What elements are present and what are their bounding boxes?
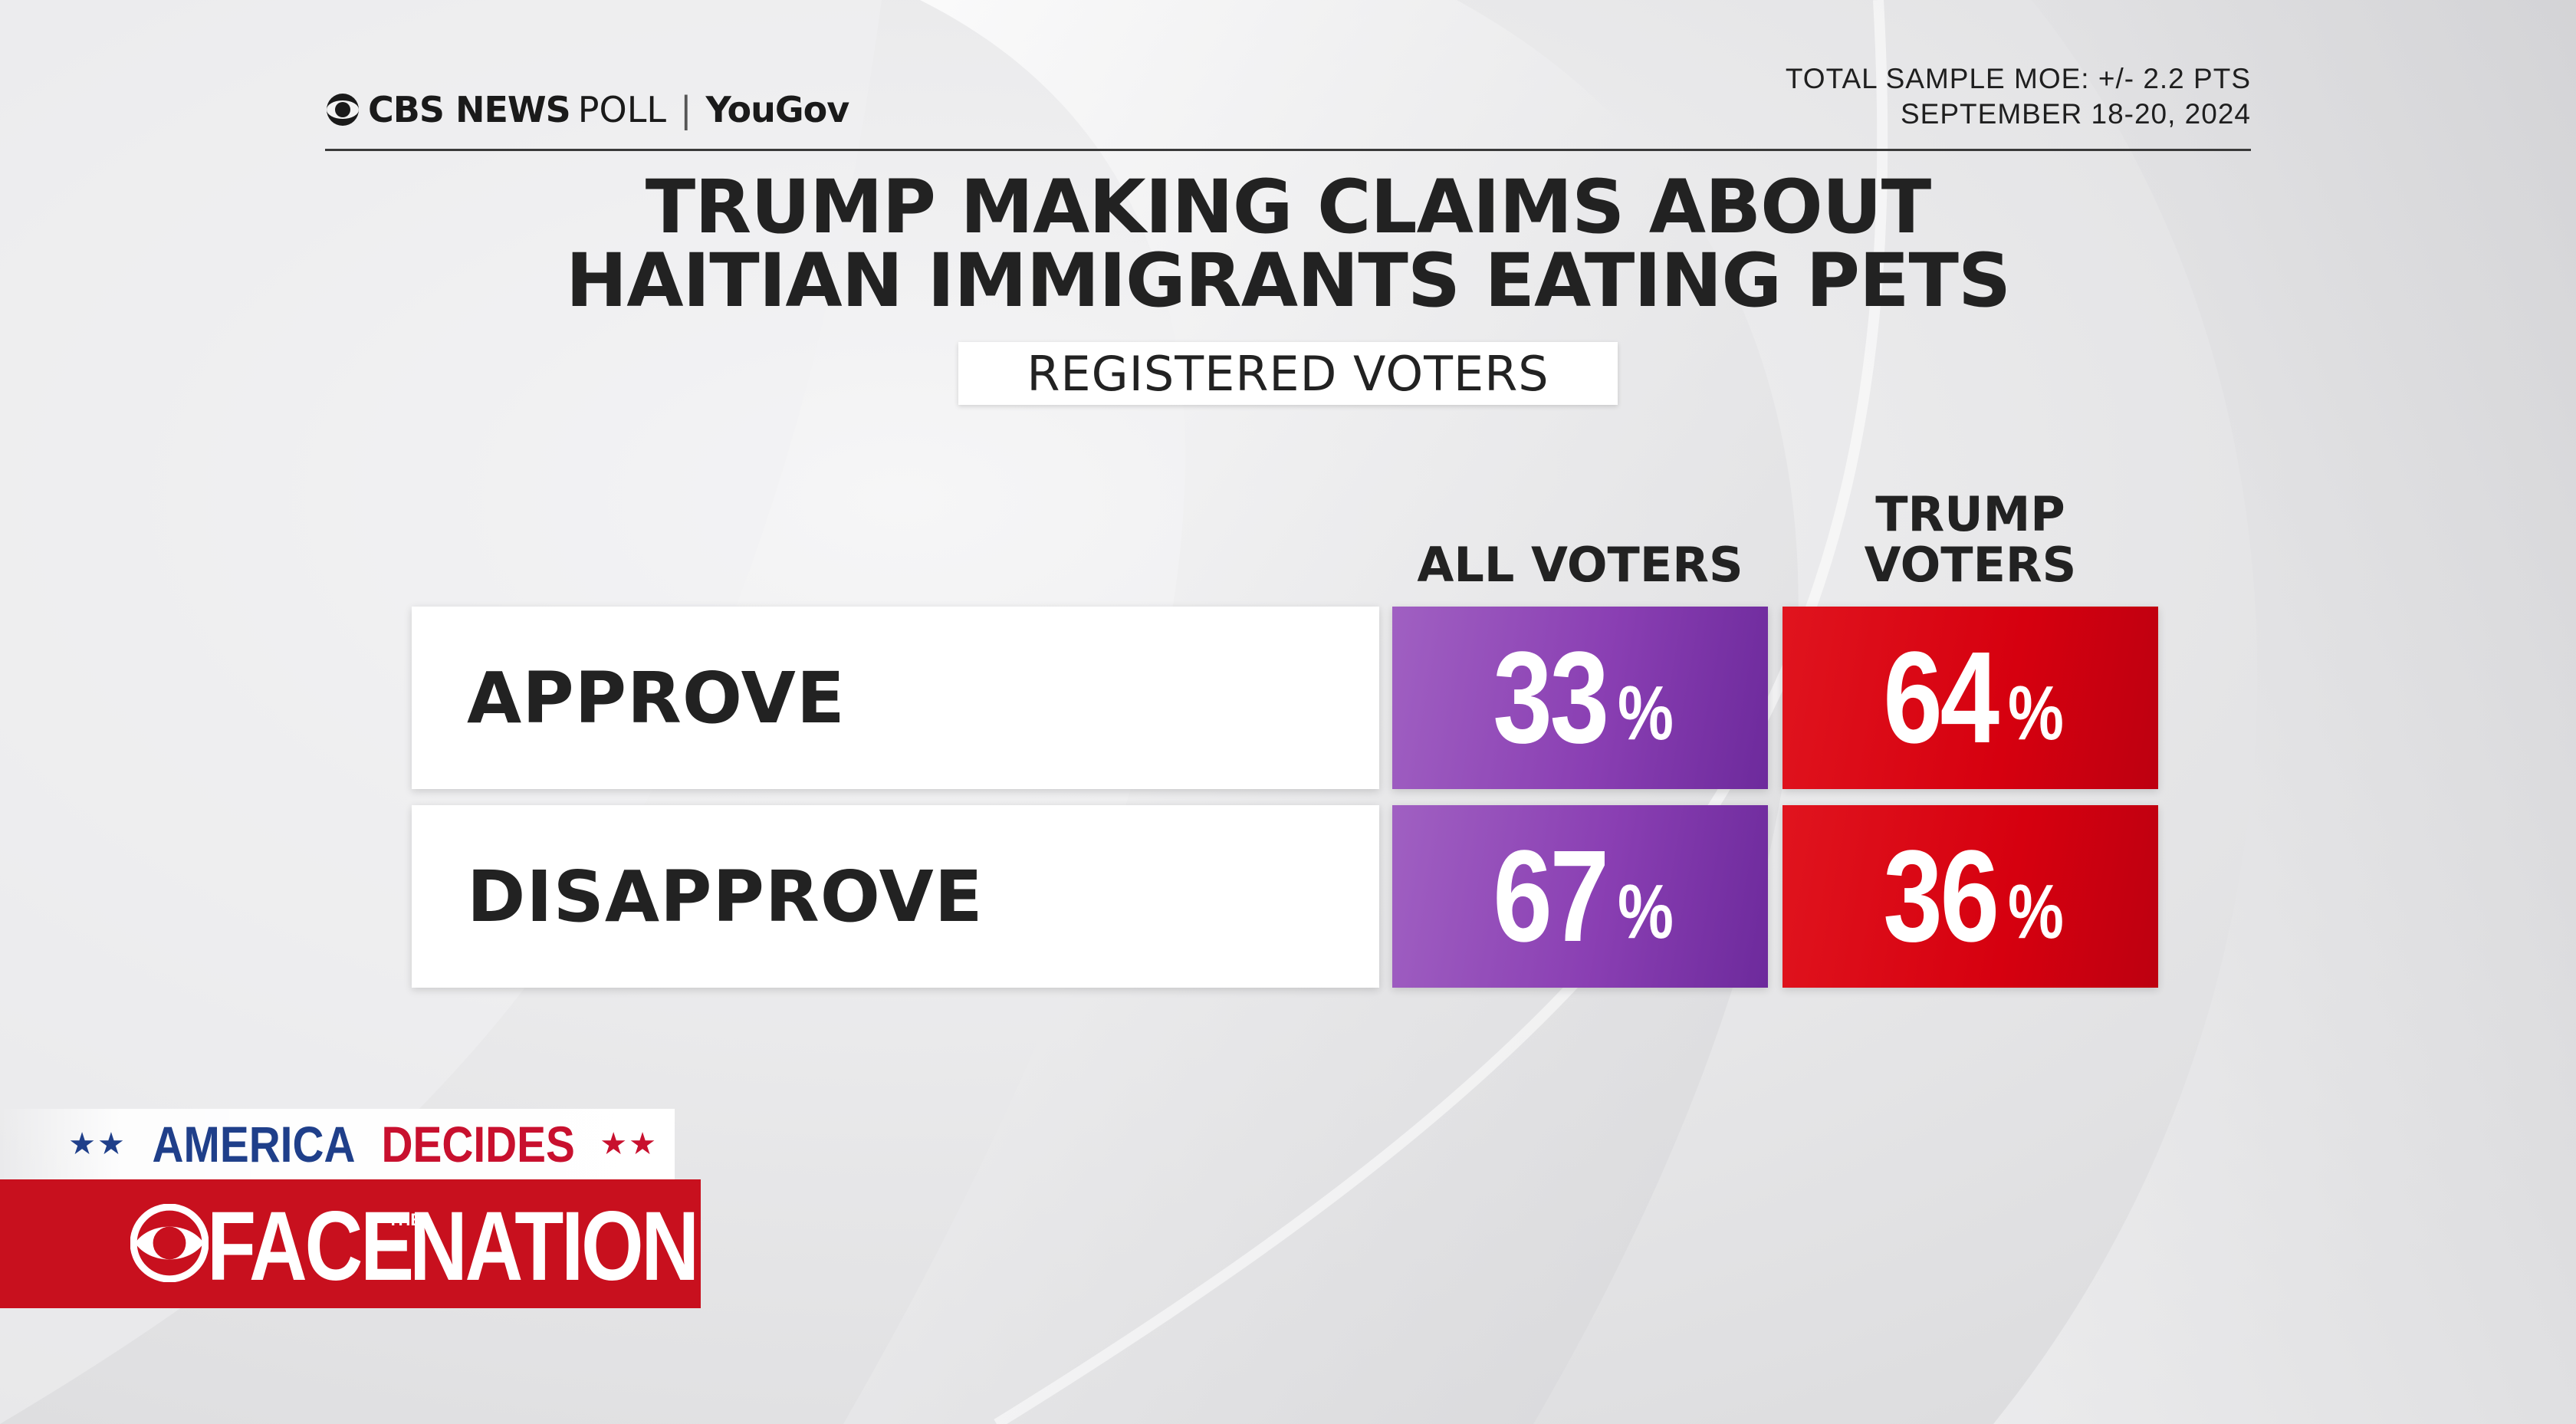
value-number: 67	[1493, 824, 1609, 969]
brand-suffix: POLL	[577, 89, 666, 130]
percent-sign: %	[1618, 669, 1674, 756]
star-icon-blue: ★★	[68, 1126, 127, 1162]
cbs-eye-icon	[327, 94, 359, 126]
value-cell-approve-1: 64%	[1783, 607, 2158, 789]
column-header-line: TRUMP	[1875, 486, 2065, 542]
row-label-disapprove: DISAPPROVE	[412, 805, 1379, 988]
title-line-2: HAITIAN IMMIGRANTS EATING PETS	[565, 238, 2011, 324]
partner-text: YouGov	[705, 89, 849, 130]
face-word: FACE	[207, 1192, 414, 1301]
date-line: SEPTEMBER 18-20, 2024	[1901, 98, 2251, 130]
chart-subtitle: REGISTERED VOTERS	[958, 342, 1618, 405]
value-number: 36	[1883, 824, 1999, 969]
face-the-nation-logo: FACE THE NATION	[0, 1179, 701, 1308]
star-icon-red: ★★	[600, 1126, 658, 1162]
cbs-eye-icon	[130, 1204, 209, 1282]
percent-sign: %	[2008, 868, 2064, 955]
sample-info: TOTAL SAMPLE MOE: +/- 2.2 PTS SEPTEMBER …	[1786, 61, 2251, 132]
column-header-0: ALL VOTERS	[1392, 540, 1768, 590]
decides-word: DECIDES	[381, 1116, 575, 1172]
the-word: THE	[388, 1210, 422, 1229]
brand-text: CBS NEWS	[368, 89, 571, 130]
column-header-line: ALL VOTERS	[1417, 537, 1743, 593]
value-cell-disapprove-1: 36%	[1783, 805, 2158, 988]
title-line-1: TRUMP MAKING CLAIMS ABOUT	[645, 164, 1931, 250]
nation-word: NATION	[409, 1192, 699, 1301]
chart-title: TRUMP MAKING CLAIMS ABOUT HAITIAN IMMIGR…	[0, 170, 2576, 317]
moe-line: TOTAL SAMPLE MOE: +/- 2.2 PTS	[1785, 63, 2251, 94]
row-label-text: DISAPPROVE	[467, 855, 984, 938]
row-label-approve: APPROVE	[412, 607, 1379, 789]
cbs-news-poll-logo: CBS NEWS POLL | YouGov	[325, 86, 849, 133]
america-word: AMERICA	[152, 1116, 356, 1172]
column-header-1: TRUMP VOTERS	[1783, 489, 2158, 590]
column-header-line: VOTERS	[1864, 537, 2077, 593]
percent-sign: %	[2008, 669, 2064, 756]
value-number: 64	[1883, 625, 1999, 771]
value-cell-disapprove-0: 67%	[1392, 805, 1768, 988]
header-divider	[325, 149, 2251, 151]
value-number: 33	[1493, 625, 1609, 771]
america-decides-banner: ★★ AMERICA DECIDES ★★	[0, 1109, 675, 1179]
brand-separator: |	[679, 89, 692, 130]
percent-sign: %	[1618, 868, 1674, 955]
row-label-text: APPROVE	[467, 656, 846, 739]
value-cell-approve-0: 33%	[1392, 607, 1768, 789]
